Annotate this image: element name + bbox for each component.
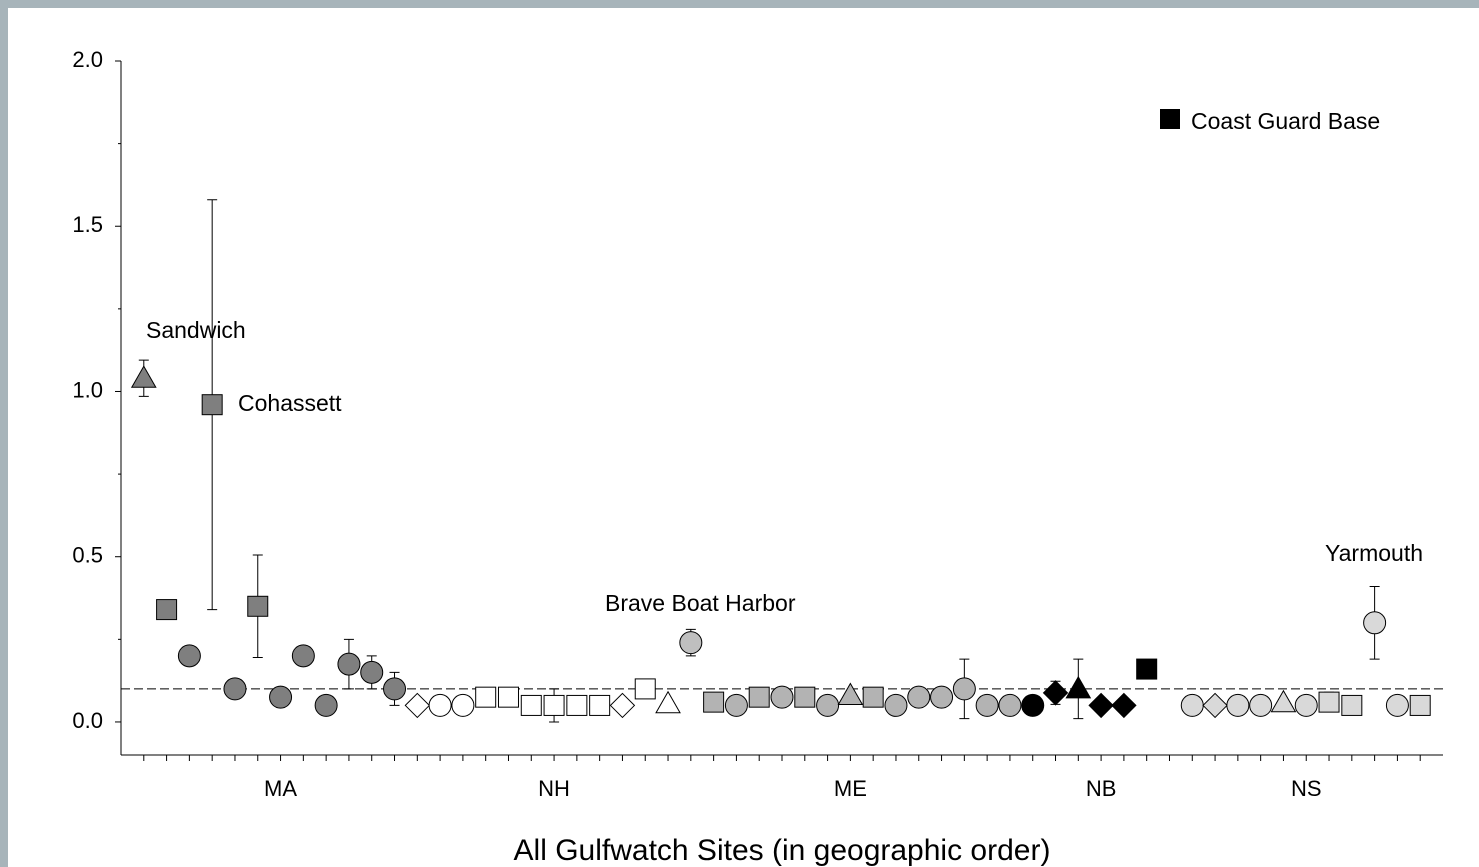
marker <box>383 677 407 701</box>
marker <box>703 691 725 713</box>
marker <box>475 686 497 708</box>
marker <box>1088 692 1114 719</box>
marker <box>748 686 770 708</box>
marker <box>930 685 954 709</box>
x-axis-title: All Gulfwatch Sites (in geographic order… <box>514 834 1051 867</box>
marker <box>1341 694 1363 716</box>
marker <box>269 685 293 709</box>
marker <box>837 682 864 706</box>
marker <box>952 677 976 701</box>
marker <box>201 394 223 416</box>
marker <box>1249 693 1273 717</box>
marker <box>360 660 384 684</box>
annotation: Cohassett <box>238 390 342 416</box>
chart-background <box>8 8 1479 867</box>
marker <box>566 694 588 716</box>
marker <box>1136 658 1158 680</box>
marker <box>223 677 247 701</box>
marker <box>770 685 794 709</box>
marker <box>1042 680 1069 706</box>
group-label: MA <box>264 776 297 801</box>
y-tick-label: 2.0 <box>72 47 103 72</box>
marker <box>404 692 431 719</box>
marker <box>794 686 816 708</box>
annotation: Sandwich <box>146 317 246 343</box>
marker <box>1021 693 1045 717</box>
marker <box>177 644 201 668</box>
marker <box>1270 689 1297 713</box>
group-label: NB <box>1086 776 1117 801</box>
annotation: Yarmouth <box>1325 540 1423 566</box>
y-tick-label: 1.0 <box>72 377 103 402</box>
marker <box>589 694 611 716</box>
marker <box>975 693 999 717</box>
marker <box>1294 693 1318 717</box>
marker <box>337 652 361 676</box>
y-tick-label: 1.5 <box>72 212 103 237</box>
y-tick-label: 0.5 <box>72 543 103 568</box>
marker <box>655 690 681 714</box>
marker <box>1226 693 1250 717</box>
marker <box>130 365 157 388</box>
marker <box>884 693 908 717</box>
annotation: Brave Boat Harbor <box>605 590 796 616</box>
marker <box>428 693 452 717</box>
marker <box>314 693 338 717</box>
marker <box>816 693 840 717</box>
marker <box>451 693 475 717</box>
marker <box>634 678 656 700</box>
marker <box>520 694 542 716</box>
marker <box>724 693 748 717</box>
marker <box>1111 692 1137 719</box>
marker <box>247 595 269 617</box>
marker <box>1318 691 1340 713</box>
group-label: NH <box>538 776 570 801</box>
annotation: Coast Guard Base <box>1191 108 1380 134</box>
marker <box>679 631 703 655</box>
marker <box>543 694 565 716</box>
marker <box>1385 693 1409 717</box>
y-tick-label: 0.0 <box>72 708 103 733</box>
marker <box>1180 693 1204 717</box>
marker <box>1202 692 1228 719</box>
marker <box>497 686 519 708</box>
marker <box>862 686 884 708</box>
marker <box>1065 675 1092 699</box>
marker <box>1363 611 1387 635</box>
group-label: NS <box>1291 776 1322 801</box>
marker <box>609 692 636 719</box>
legend-marker <box>1160 109 1180 129</box>
group-label: ME <box>834 776 867 801</box>
marker <box>291 644 315 668</box>
marker <box>907 685 931 709</box>
marker <box>1409 694 1431 716</box>
marker <box>998 693 1022 717</box>
marker <box>156 599 178 621</box>
